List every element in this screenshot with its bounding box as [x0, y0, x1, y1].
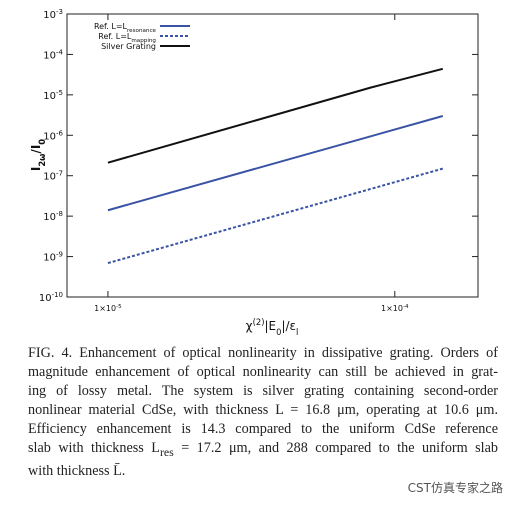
x-axis-label: χ(2)|E0|/εl	[246, 317, 299, 337]
y-tick-label: 10-8	[43, 210, 63, 223]
y-axis-label: I2ω/I0	[29, 139, 47, 171]
caption-line: nonlinear material CdSe, with thickness …	[28, 402, 498, 418]
caption-line: with thickness L̄.	[28, 462, 126, 479]
caption-line: magnitude enhancement of optical nonline…	[28, 364, 498, 380]
caption: FIG. 4. Enhancement of optical nonlinear…	[28, 344, 498, 481]
series-line	[107, 167, 444, 265]
y-tick-label: 10-7	[43, 170, 63, 183]
caption-line: Efficiency enhancement is 14.3 compared …	[28, 421, 498, 437]
y-tick-label: 10-10	[39, 291, 63, 304]
legend-label: Ref. L=Lmapping	[98, 32, 156, 44]
y-tick-label: 10-5	[43, 89, 63, 102]
x-tick-label: 1×10-5	[94, 304, 122, 313]
legend-label: Ref. L=Lresonance	[94, 22, 157, 34]
watermark: CST仿真专家之路	[407, 481, 503, 495]
y-tick-label: 10-3	[43, 8, 63, 21]
chart: χ(2)|E0|/εl I2ω/I0 10-10 10-9 10-8 10-7 10-6…	[29, 8, 479, 337]
caption-line: ing of lossy metal. The system is silver…	[28, 383, 498, 399]
y-tick-label: 10-9	[43, 251, 63, 264]
plot-frame	[66, 13, 479, 298]
caption-line: FIG. 4. Enhancement of optical nonlinear…	[28, 345, 498, 361]
y-tick-label: 10-4	[43, 48, 63, 61]
series-line	[107, 115, 444, 212]
series-line	[107, 67, 444, 164]
caption-line: slab with thickness Lres = 17.2 μm, and …	[28, 440, 498, 459]
y-tick-label: 10-6	[43, 129, 63, 142]
x-tick-label: 1×10-4	[381, 304, 409, 313]
legend-label: Silver Grating	[101, 42, 156, 51]
